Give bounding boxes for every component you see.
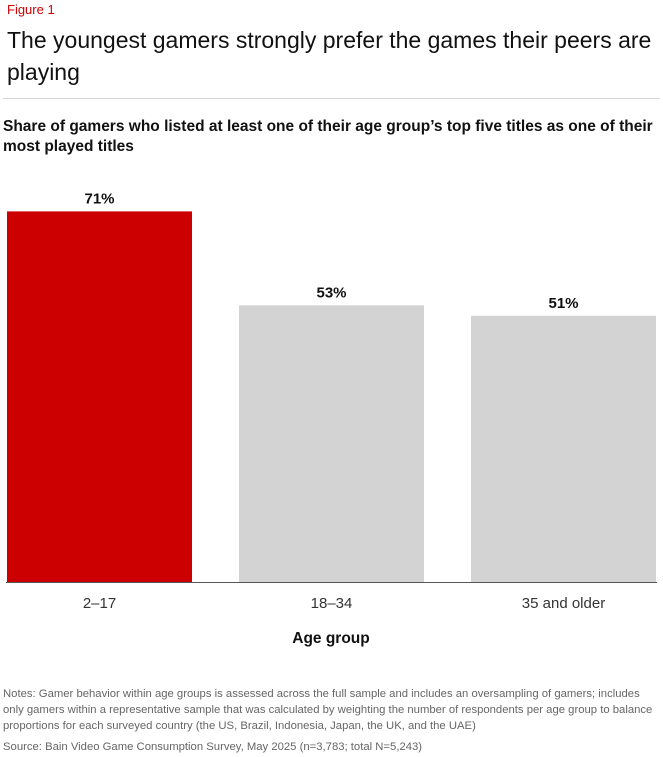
x-axis-label: Age group	[292, 630, 370, 647]
bar	[239, 305, 424, 582]
bar	[7, 211, 192, 582]
x-tick-label: 35 and older	[522, 595, 605, 612]
data-label: 53%	[316, 284, 346, 301]
x-tick-label: 2–17	[83, 595, 116, 612]
figure-title: The youngest gamers strongly prefer the …	[7, 27, 652, 85]
bar-chart: 71% 2–17 53% 18–34 51% 35 and older Age group	[6, 190, 657, 647]
bar	[471, 315, 656, 582]
chart-subtitle: Share of gamers who listed at least one …	[3, 118, 653, 155]
figure-label: Figure 1	[7, 2, 55, 17]
x-tick-label: 18–34	[311, 595, 353, 612]
source: Source: Bain Video Game Consumption Surv…	[3, 741, 423, 753]
data-label: 71%	[84, 190, 114, 207]
notes: Notes: Gamer behavior within age groups …	[3, 688, 653, 732]
divider	[3, 98, 660, 99]
data-label: 51%	[548, 295, 578, 312]
